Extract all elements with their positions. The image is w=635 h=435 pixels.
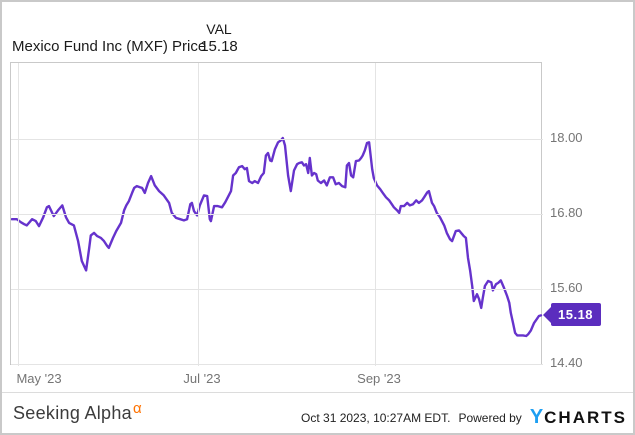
y-gridline — [11, 289, 543, 290]
val-column-value: 15.18 — [200, 38, 238, 55]
alpha-symbol: α — [133, 400, 142, 417]
ycharts-y-glyph: Y — [529, 406, 544, 428]
x-tick-label: Sep '23 — [357, 371, 401, 386]
ycharts-logo: Y CHARTS — [530, 406, 627, 429]
timestamp: Oct 31 2023, 10:27AM EDT. — [301, 410, 451, 425]
seeking-alpha-wordmark: Seeking Alpha — [13, 403, 132, 423]
plot-area[interactable] — [10, 62, 543, 366]
powered-by-label: Powered by — [458, 410, 522, 425]
y-gridline — [11, 364, 543, 365]
y-gridline — [11, 214, 543, 215]
y-gridline — [11, 139, 543, 140]
price-line-chart — [11, 136, 543, 338]
chart-title: Mexico Fund Inc (MXF) Price — [12, 38, 207, 55]
x-tick-label: Jul '23 — [183, 371, 221, 386]
y-tick-label: 14.40 — [550, 355, 583, 370]
x-gridline — [18, 63, 19, 366]
footer-divider — [2, 392, 633, 393]
ycharts-wordmark: CHARTS — [544, 407, 627, 427]
x-gridline — [375, 63, 376, 366]
x-tick-label: May '23 — [16, 371, 62, 386]
val-column-header: VAL — [206, 21, 232, 37]
footer: Seeking Alphaα Oct 31 2023, 10:27AM EDT.… — [2, 393, 633, 433]
x-gridline — [198, 63, 199, 366]
last-price-badge: 15.18 — [551, 303, 602, 326]
y-tick-label: 16.80 — [550, 205, 583, 220]
y-tick-label: 18.00 — [550, 130, 583, 145]
seeking-alpha-logo: Seeking Alphaα — [13, 400, 142, 424]
y-tick-label: 15.60 — [550, 280, 583, 295]
